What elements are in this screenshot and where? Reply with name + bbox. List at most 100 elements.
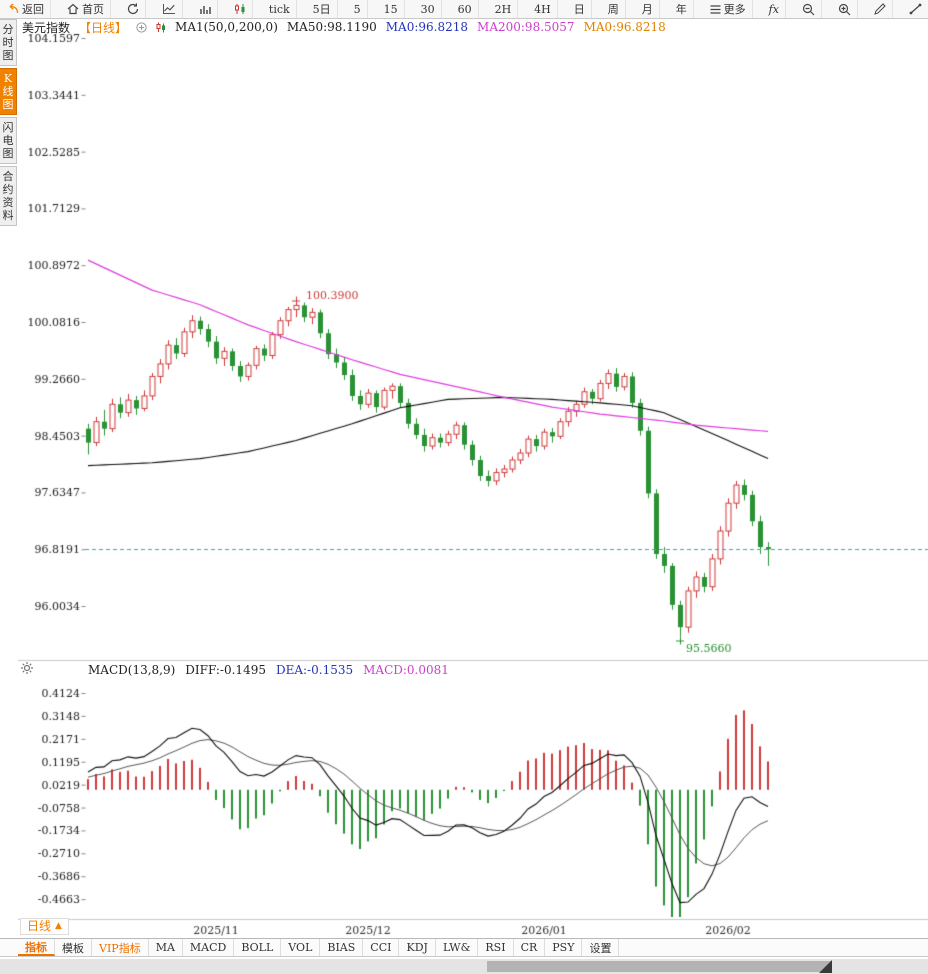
- period-month-button-label: 月: [641, 3, 653, 16]
- sidebar-item-time-chart-char: 分: [2, 23, 14, 36]
- sidebar-item-kline-chart-char: K: [3, 72, 13, 85]
- zoom-out-button[interactable]: [796, 0, 822, 18]
- period-30min-button[interactable]: 30: [415, 0, 442, 18]
- tab-psy[interactable]: PSY: [545, 939, 583, 956]
- home-icon: [67, 3, 79, 15]
- sidebar-item-kline-chart-char: 线: [2, 85, 14, 98]
- up-triangle-icon: ▲: [55, 921, 62, 931]
- scrollbar-thumb[interactable]: [487, 960, 832, 973]
- zoom-in-button[interactable]: [832, 0, 858, 18]
- period-week-button[interactable]: 周: [602, 0, 626, 18]
- mini-candle-icon[interactable]: [156, 22, 166, 33]
- sidebar-item-lightning-chart-char: 图: [2, 147, 14, 160]
- indicator-tabbar: 指标 模板 VIP指标 MA MACD BOLL VOL BIAS CCI KDJ LW& RSI CR…: [0, 938, 928, 957]
- horizontal-scrollbar[interactable]: [0, 959, 928, 974]
- ma50-value: MA50:98.1190: [286, 20, 377, 34]
- sidebar-item-time-chart[interactable]: 分时图: [0, 19, 17, 66]
- tab-cr[interactable]: CR: [514, 939, 546, 956]
- sidebar-item-time-chart-char: 时: [2, 36, 14, 49]
- period-year-button[interactable]: 年: [670, 0, 694, 18]
- tab-template[interactable]: 模板: [55, 939, 92, 956]
- refresh-button[interactable]: [121, 0, 146, 18]
- period-week-button-label: 周: [607, 3, 619, 16]
- period-selector-button[interactable]: 日线 ▲: [20, 918, 69, 935]
- sidebar-item-time-chart-char: 图: [2, 49, 14, 62]
- period-30min-button-label: 30: [420, 2, 435, 16]
- candle-chart-type-button[interactable]: [228, 0, 253, 18]
- sidebar-item-contract-info[interactable]: 合约资料: [0, 166, 17, 226]
- trendline-tool-button[interactable]: [903, 0, 928, 18]
- ma-params: MA1(50,0,200,0): [175, 20, 278, 34]
- tab-settings[interactable]: 设置: [582, 939, 620, 956]
- tab-indicator[interactable]: 指标: [18, 939, 55, 956]
- period-60min-button-label: 60: [457, 2, 472, 16]
- circle-plus-icon[interactable]: [136, 21, 147, 33]
- top-toolbar: 返回 首页 tick 5日 5 15 30 60 2H 4H 日 周 月 年 更多 fx: [0, 0, 928, 19]
- tab-lwr[interactable]: LW&: [436, 939, 479, 956]
- period-selector-label: 日线: [27, 919, 52, 933]
- period-2h-button-label: 2H: [494, 2, 512, 16]
- chartbars-icon: [199, 3, 211, 15]
- tab-vip-indicator[interactable]: VIP指标: [92, 939, 149, 956]
- period-4h-button-label: 4H: [534, 2, 551, 16]
- period-60min-button[interactable]: 60: [452, 0, 479, 18]
- indicator-settings-gear-icon[interactable]: [20, 660, 34, 679]
- tab-macd[interactable]: MACD: [183, 939, 235, 956]
- ma200-value: MA200:98.5057: [477, 20, 575, 34]
- period-tick-button-label: tick: [268, 2, 290, 16]
- ma0-value-orange: MA0:96.8218: [583, 20, 666, 34]
- price-chart-header: 美元指数 【日线】 MA1(50,0,200,0) MA50:98.1190 MA0:9…: [22, 20, 666, 35]
- tab-ma[interactable]: MA: [149, 939, 183, 956]
- tab-cci[interactable]: CCI: [363, 939, 400, 956]
- home-button[interactable]: 首页: [61, 0, 111, 18]
- sidebar-item-lightning-chart[interactable]: 闪电图: [0, 117, 17, 164]
- more-menu-button[interactable]: 更多: [704, 0, 753, 18]
- zoomin-icon: [838, 3, 851, 16]
- linetool-icon: [909, 3, 922, 15]
- symbol-period: 【日线】: [79, 20, 128, 35]
- scrollbar-grip-icon[interactable]: [818, 960, 832, 973]
- period-15min-button-label: 15: [383, 2, 398, 16]
- draw-pencil-button[interactable]: [868, 0, 893, 18]
- line-chart-type-button[interactable]: [156, 0, 183, 18]
- period-5day-button-label: 5日: [312, 3, 331, 16]
- period-4h-button[interactable]: 4H: [528, 0, 558, 18]
- diff-value: DIFF:-0.1495: [185, 663, 266, 677]
- period-15min-button[interactable]: 15: [378, 0, 405, 18]
- period-5min-button[interactable]: 5: [348, 0, 368, 18]
- tab-boll[interactable]: BOLL: [234, 939, 282, 956]
- bar-chart-type-button[interactable]: [193, 0, 218, 18]
- symbol-name: 美元指数: [22, 20, 71, 35]
- tab-vol[interactable]: VOL: [281, 939, 321, 956]
- tab-bias[interactable]: BIAS: [320, 939, 364, 956]
- tab-rsi[interactable]: RSI: [478, 939, 514, 956]
- period-year-button-label: 年: [675, 3, 687, 16]
- period-day-button[interactable]: 日: [568, 0, 592, 18]
- dea-value: DEA:-0.1535: [275, 663, 354, 677]
- macd-header: MACD(13,8,9) DIFF:-0.1495 DEA:-0.1535 MACD:…: [88, 663, 449, 677]
- fx-indicator-button-label: fx: [768, 2, 779, 16]
- chartline-icon: [162, 3, 176, 15]
- fx-indicator-button[interactable]: fx: [763, 0, 786, 18]
- period-month-button[interactable]: 月: [636, 0, 660, 18]
- period-tick-button[interactable]: tick: [263, 0, 297, 18]
- zoomout-icon: [802, 3, 815, 16]
- sidebar-item-contract-info-char: 资: [2, 196, 14, 209]
- price-macd-chart-canvas[interactable]: [18, 28, 928, 936]
- pencil-icon: [874, 3, 886, 15]
- chartcandle-icon: [234, 3, 246, 15]
- period-2h-button[interactable]: 2H: [489, 0, 519, 18]
- back-button[interactable]: 返回: [0, 0, 51, 18]
- period-day-button-label: 日: [573, 3, 585, 16]
- macd-value: MACD:0.0081: [363, 663, 449, 677]
- period-5day-button[interactable]: 5日: [307, 0, 338, 18]
- back-button-label: 返回: [22, 3, 44, 16]
- macd-params: MACD(13,8,9): [88, 663, 176, 677]
- sidebar-item-contract-info-char: 料: [2, 209, 14, 222]
- period-5min-button-label: 5: [353, 2, 361, 16]
- sidebar-item-lightning-chart-char: 电: [2, 134, 14, 147]
- tab-kdj[interactable]: KDJ: [399, 939, 436, 956]
- sidebar-item-kline-chart-char: 图: [2, 98, 14, 111]
